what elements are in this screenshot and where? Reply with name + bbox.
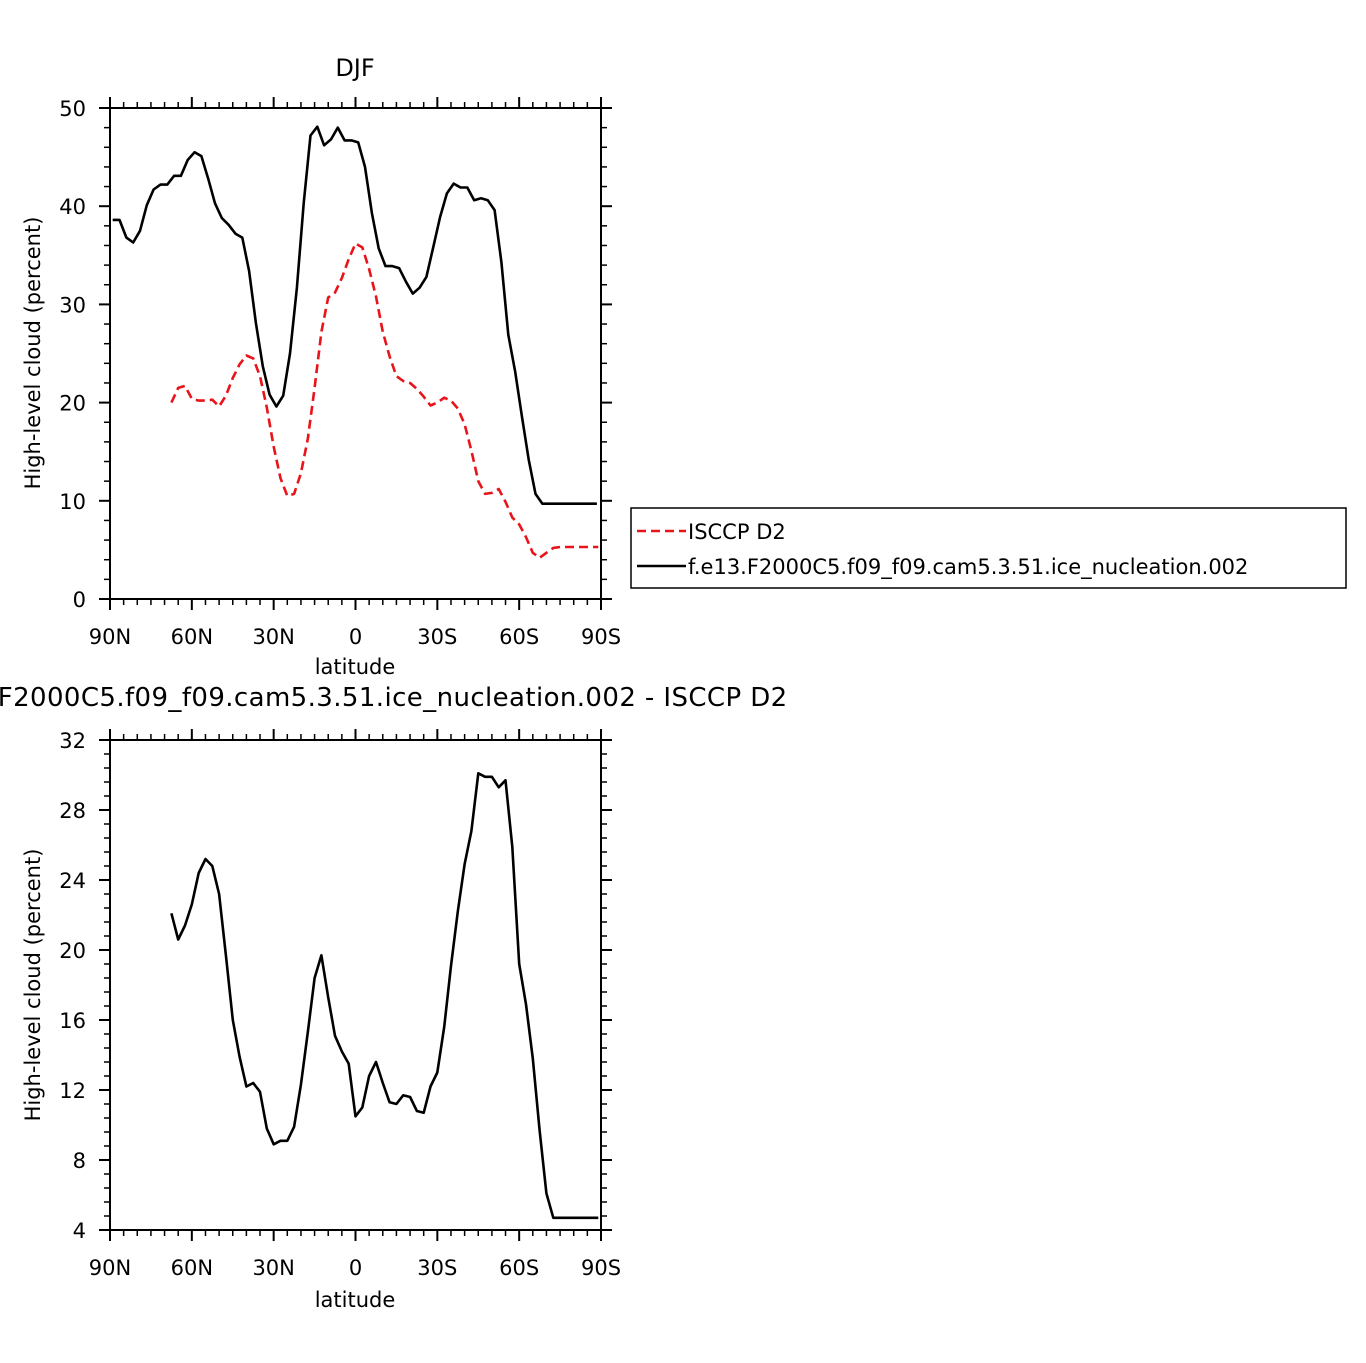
legend-label-isccp: ISCCP D2 (688, 520, 786, 544)
y-tick-label: 8 (73, 1149, 86, 1173)
y-axis-label: High-level cloud (percent) (21, 849, 45, 1122)
series-line-0 (170, 242, 599, 560)
y-tick-label: 16 (59, 1009, 86, 1033)
x-tick-label: 60S (499, 1256, 539, 1280)
x-tick-label: 90S (581, 1256, 621, 1280)
x-tick-label: 0 (349, 625, 362, 649)
y-tick-label: 24 (59, 869, 86, 893)
y-tick-label: 20 (59, 939, 86, 963)
panel-difference-axes: 90N 60N 30N 0 30S 60S 90S 4 8 12 16 20 24 28 32 (59, 729, 621, 1280)
x-tick-label: 60S (499, 625, 539, 649)
legend-label-model: f.e13.F2000C5.f09_f09.cam5.3.51.ice_nucl… (688, 555, 1248, 580)
y-tick-label: 50 (59, 97, 86, 121)
y-tick-label: 30 (59, 293, 86, 317)
plot-frame (109, 107, 602, 600)
y-tick-label: 20 (59, 392, 86, 416)
y-tick-label: 10 (59, 490, 86, 514)
plot-frame (109, 739, 602, 1231)
panel-difference: f.e13.F2000C5.f09_f09.cam5.3.51.ice_nucl… (0, 683, 788, 1312)
panel-difference-series (170, 771, 599, 1220)
legend: ISCCP D2 f.e13.F2000C5.f09_f09.cam5.3.51… (630, 507, 1347, 589)
x-tick-label: 60N (171, 625, 213, 649)
x-axis-label: latitude (315, 655, 396, 679)
x-axis-label: latitude (315, 1288, 396, 1312)
x-tick-label: 0 (349, 1256, 362, 1280)
series-line-0 (170, 771, 599, 1220)
x-tick-label: 30S (417, 625, 457, 649)
y-tick-label: 0 (73, 588, 86, 612)
x-tick-label: 30N (252, 1256, 294, 1280)
legend-box (630, 507, 1347, 589)
y-tick-label: 40 (59, 195, 86, 219)
y-tick-label: 4 (73, 1219, 86, 1243)
x-tick-label: 90N (89, 625, 131, 649)
x-tick-label: 90S (581, 625, 621, 649)
x-tick-label: 30S (417, 1256, 457, 1280)
chart-title: DJF (335, 54, 374, 82)
series-line-1 (112, 125, 597, 506)
x-tick-label: 30N (252, 625, 294, 649)
panel-djf: DJF 90N 60N 30N 0 30S 60S 90S 0 10 20 30 40 50 latit… (21, 54, 1347, 679)
y-axis-label: High-level cloud (percent) (21, 217, 45, 490)
y-tick-label: 28 (59, 799, 86, 823)
chart-title: f.e13.F2000C5.f09_f09.cam5.3.51.ice_nucl… (0, 683, 788, 713)
y-tick-label: 32 (59, 729, 86, 753)
y-tick-label: 12 (59, 1079, 86, 1103)
panel-djf-axes: 90N 60N 30N 0 30S 60S 90S 0 10 20 30 40 50 (59, 97, 621, 649)
x-tick-label: 90N (89, 1256, 131, 1280)
x-tick-label: 60N (171, 1256, 213, 1280)
panel-djf-series (112, 125, 599, 560)
